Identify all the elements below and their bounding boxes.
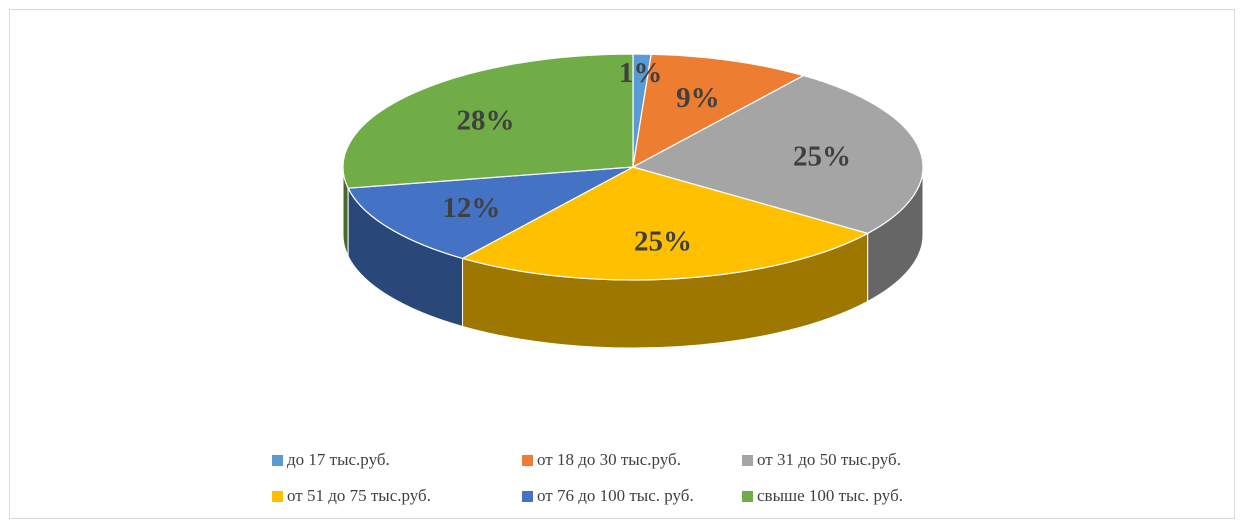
legend-label: от 76 до 100 тыс. руб. <box>537 486 694 505</box>
legend-item: от 31 до 50 тыс.руб. <box>742 450 901 470</box>
pie-chart: 1% 9% 25% 25% 12% 28% <box>342 53 924 349</box>
legend-swatch <box>522 490 533 502</box>
pie-data-label: 1% <box>619 57 663 89</box>
legend-swatch <box>742 454 753 466</box>
legend-row-2: от 51 до 75 тыс.руб. от 76 до 100 тыс. р… <box>272 478 1032 514</box>
pie-data-label: 25% <box>793 140 851 172</box>
legend-item: до 17 тыс.руб. <box>272 450 522 470</box>
legend-swatch <box>522 454 533 466</box>
pie-slice <box>347 166 634 260</box>
pie-data-label: 28% <box>457 104 515 136</box>
legend-swatch <box>272 490 283 502</box>
legend-item: свыше 100 тыс. руб. <box>742 486 903 506</box>
legend-label: от 51 до 75 тыс.руб. <box>287 486 431 505</box>
pie-data-label: 9% <box>676 82 720 114</box>
pie-data-label: 25% <box>634 226 692 258</box>
legend-item: от 18 до 30 тыс.руб. <box>522 450 742 470</box>
pie-slice <box>631 74 924 235</box>
legend-swatch <box>742 490 753 502</box>
pie-data-label: 12% <box>442 192 500 224</box>
legend-swatch <box>272 454 283 466</box>
chart-area: 1% 9% 25% 25% 12% 28% до 17 тыс.руб. от 18 до… <box>9 9 1235 519</box>
legend-label: от 18 до 30 тыс.руб. <box>537 450 681 469</box>
legend-label: от 31 до 50 тыс.руб. <box>757 450 901 469</box>
legend-row-1: до 17 тыс.руб. от 18 до 30 тыс.руб. от 3… <box>272 442 1032 478</box>
legend-item: от 51 до 75 тыс.руб. <box>272 486 522 506</box>
legend-item: от 76 до 100 тыс. руб. <box>522 486 742 506</box>
pie-slice <box>460 166 870 281</box>
legend-label: до 17 тыс.руб. <box>287 450 390 469</box>
legend: до 17 тыс.руб. от 18 до 30 тыс.руб. от 3… <box>272 442 1032 514</box>
legend-label: свыше 100 тыс. руб. <box>757 486 903 505</box>
pie-slice <box>342 53 634 189</box>
pie-slice <box>632 53 806 169</box>
